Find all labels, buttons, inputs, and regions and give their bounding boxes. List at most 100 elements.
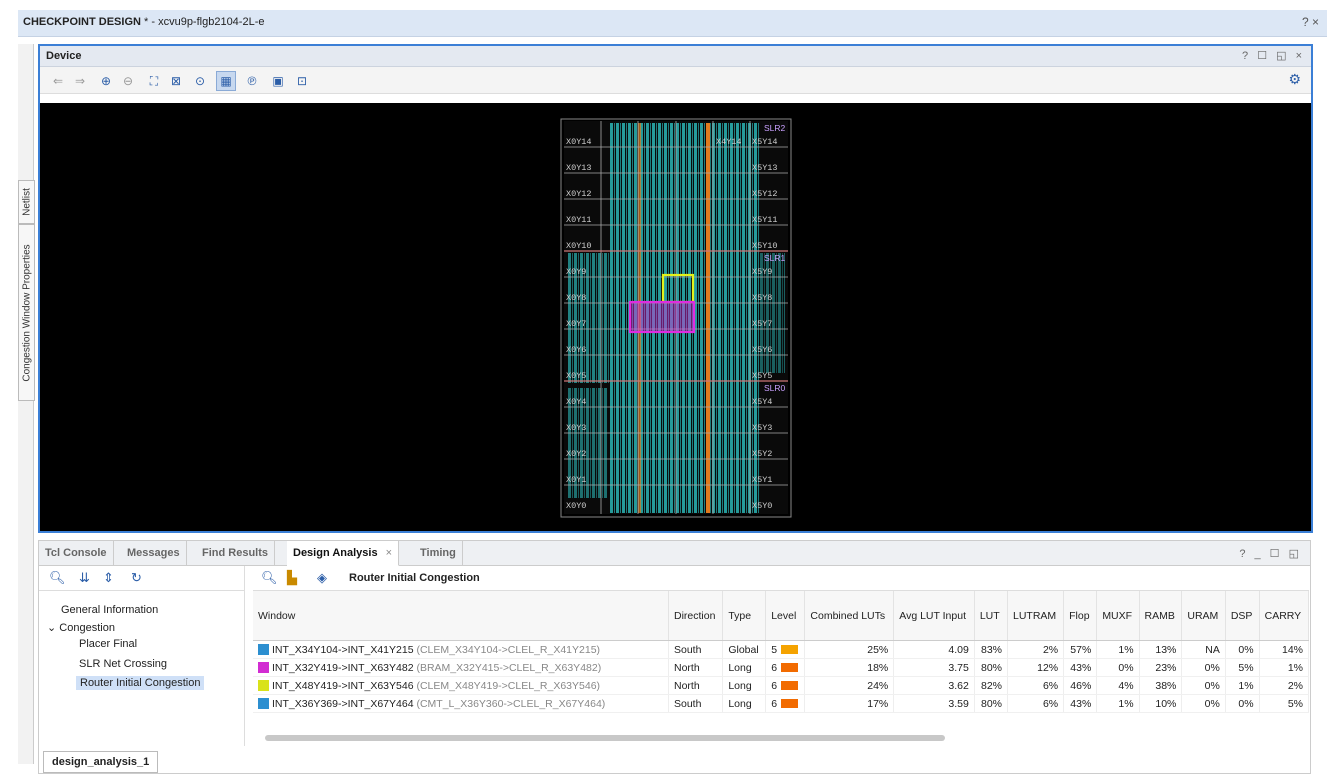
col-combined-luts[interactable]: Combined LUTs xyxy=(804,591,895,641)
device-header: Device ? ☐ ◱ × xyxy=(40,46,1311,67)
svg-text:X0Y10: X0Y10 xyxy=(566,241,592,251)
bottom-window-controls[interactable]: ? _ ☐ ◱ xyxy=(1239,548,1302,560)
svg-text:X5Y4: X5Y4 xyxy=(752,397,772,407)
slr-labels: SLR2 SLR1 SLR0 xyxy=(764,123,786,393)
side-tab-netlist[interactable]: Netlist xyxy=(18,180,35,224)
level-swatch xyxy=(781,662,799,672)
svg-text:X5Y11: X5Y11 xyxy=(752,215,778,225)
svg-text:X0Y14: X0Y14 xyxy=(566,137,592,147)
device-canvas[interactable]: X0Y14 X0Y13 X0Y12 X0Y11 X0Y10 X0Y9 X0Y8 … xyxy=(40,103,1311,531)
svg-text:X0Y0: X0Y0 xyxy=(566,501,586,511)
zoom-fit-icon[interactable]: ⛶ xyxy=(149,74,159,88)
svg-text:X5Y10: X5Y10 xyxy=(752,241,778,251)
col-lut[interactable]: LUT xyxy=(974,591,1009,641)
device-panel: Device ? ☐ ◱ × ⇐ ⇒ ⊕ ⊖ ⛶ ⊠ ⊙ ▦ ℗ ▣ ⊡ ⚙ xyxy=(38,44,1313,533)
collapse-all-icon[interactable]: ⇊ xyxy=(79,570,90,585)
report-title: Router Initial Congestion xyxy=(349,572,480,584)
table-row[interactable]: INT_X34Y104->INT_X41Y215 (CLEM_X34Y104->… xyxy=(253,640,1310,659)
window-cell: INT_X48Y419->INT_X63Y546 (CLEM_X48Y419->… xyxy=(253,676,669,695)
pblock-icon[interactable]: ℗ xyxy=(247,74,257,88)
svg-text:X5Y14: X5Y14 xyxy=(752,137,778,147)
col-window[interactable]: Window xyxy=(253,591,669,641)
scrollbar-thumb[interactable] xyxy=(265,735,945,741)
device-window-controls[interactable]: ? ☐ ◱ × xyxy=(1242,50,1305,62)
select-area-icon[interactable]: ▣ xyxy=(272,74,284,88)
refresh-icon[interactable]: ↻ xyxy=(131,570,142,585)
col-flop[interactable]: Flop xyxy=(1063,591,1098,641)
col-dsp[interactable]: DSP xyxy=(1225,591,1260,641)
col-level[interactable]: Level xyxy=(765,591,806,641)
back-arrow-icon[interactable]: ⇐ xyxy=(52,74,64,88)
congestion-report-pane: 🔍︎ ▙ ◈ Router Initial Congestion Window … xyxy=(253,566,1310,746)
col-direction[interactable]: Direction xyxy=(668,591,724,641)
window-cell: INT_X32Y419->INT_X63Y482 (BRAM_X32Y415->… xyxy=(253,658,669,677)
settings-gear-icon[interactable]: ⚙ xyxy=(1288,71,1301,87)
device-outline xyxy=(560,118,792,518)
svg-text:X0Y6: X0Y6 xyxy=(566,345,586,355)
congestion-table: Window Direction Type Level Combined LUT… xyxy=(253,591,1310,713)
col-ramb[interactable]: RAMB xyxy=(1139,591,1183,641)
col-avg-lut-input[interactable]: Avg LUT Input xyxy=(893,591,975,641)
tab-find-results[interactable]: Find Results xyxy=(196,541,276,565)
svg-text:X0Y13: X0Y13 xyxy=(566,163,592,173)
analysis-tree-pane: 🔍︎ ⇊ ⇕ ↻ General Information ⌄ Congestio… xyxy=(39,566,245,746)
window-cell: INT_X34Y104->INT_X41Y215 (CLEM_X34Y104->… xyxy=(253,640,669,659)
grid-icon xyxy=(258,679,269,691)
table-row[interactable]: INT_X36Y369->INT_X67Y464 (CMT_L_X36Y360-… xyxy=(253,694,1310,713)
orange-column xyxy=(706,123,710,513)
tree-item-slr-net-crossing[interactable]: SLR Net Crossing xyxy=(79,658,168,670)
select-marker-icon[interactable]: ◈ xyxy=(317,570,327,585)
device-toolbar: ⇐ ⇒ ⊕ ⊖ ⛶ ⊠ ⊙ ▦ ℗ ▣ ⊡ ⚙ xyxy=(40,67,1311,94)
table-row[interactable]: INT_X48Y419->INT_X63Y546 (CLEM_X48Y419->… xyxy=(253,676,1310,695)
svg-text:X5Y8: X5Y8 xyxy=(752,293,772,303)
horizontal-scrollbar[interactable] xyxy=(253,731,1309,745)
tree-toolbar: 🔍︎ ⇊ ⇕ ↻ xyxy=(39,566,244,591)
draw-pblock-icon[interactable]: ⊡ xyxy=(296,74,308,88)
svg-text:X0Y3: X0Y3 xyxy=(566,423,586,433)
tree-item-general-info[interactable]: General Information xyxy=(61,604,159,616)
routing-resources-icon[interactable]: ▦ xyxy=(216,71,236,91)
forward-arrow-icon[interactable]: ⇒ xyxy=(74,74,86,88)
zoom-selection-icon[interactable]: ⊠ xyxy=(170,74,182,88)
tab-tcl-console[interactable]: Tcl Console xyxy=(39,541,114,565)
tab-messages[interactable]: Messages xyxy=(121,541,187,565)
clock-region-labels: X0Y14 X0Y13 X0Y12 X0Y11 X0Y10 X0Y9 X0Y8 … xyxy=(566,137,778,511)
table-row[interactable]: INT_X32Y419->INT_X63Y482 (BRAM_X32Y415->… xyxy=(253,658,1310,677)
col-uram[interactable]: URAM xyxy=(1181,591,1226,641)
search-icon[interactable]: 🔍︎ xyxy=(261,570,278,585)
zoom-out-icon[interactable]: ⊖ xyxy=(122,74,134,88)
window-controls[interactable]: ? × xyxy=(1301,15,1319,29)
grid-icon xyxy=(258,643,269,655)
highlight-icon[interactable]: ▙ xyxy=(287,570,297,585)
tree-item-placer-final[interactable]: Placer Final xyxy=(79,638,138,650)
tree-item-router-initial-congestion[interactable]: Router Initial Congestion xyxy=(76,676,205,690)
zoom-in-icon[interactable]: ⊕ xyxy=(100,74,112,88)
tree-item-congestion[interactable]: ⌄ Congestion xyxy=(47,622,115,634)
side-tab-strip: Netlist Congestion Window Properties xyxy=(18,44,35,764)
col-muxf[interactable]: MUXF xyxy=(1096,591,1140,641)
level-swatch xyxy=(781,680,799,690)
svg-text:X0Y9: X0Y9 xyxy=(566,267,586,277)
col-type[interactable]: Type xyxy=(722,591,767,641)
chevron-down-icon[interactable]: ⌄ xyxy=(47,622,60,634)
side-tab-congestion-properties[interactable]: Congestion Window Properties xyxy=(18,224,35,401)
bottom-tab-bar: Tcl Console Messages Find Results Design… xyxy=(39,541,1310,566)
level-swatch xyxy=(781,644,799,654)
tab-timing[interactable]: Timing xyxy=(414,541,463,565)
window-title: CHECKPOINT DESIGN * - xcvu9p-flgb2104-2L… xyxy=(23,16,265,28)
svg-text:X0Y1: X0Y1 xyxy=(566,475,586,485)
search-icon[interactable]: 🔍︎ xyxy=(49,570,66,585)
tab-design-analysis[interactable]: Design Analysis × xyxy=(287,541,400,566)
level-swatch xyxy=(781,698,799,708)
svg-text:X5Y6: X5Y6 xyxy=(752,345,772,355)
expand-all-icon[interactable]: ⇕ xyxy=(103,570,114,585)
window-cell: INT_X36Y369->INT_X67Y464 (CMT_L_X36Y360-… xyxy=(253,694,669,713)
col-carry[interactable]: CARRY xyxy=(1259,591,1310,641)
tab-close-icon[interactable]: × xyxy=(385,547,393,559)
col-lutram[interactable]: LUTRAM xyxy=(1007,591,1065,641)
bottom-panel: Tcl Console Messages Find Results Design… xyxy=(38,540,1311,774)
grid-icon xyxy=(258,661,269,673)
autofit-icon[interactable]: ⊙ xyxy=(194,74,206,88)
svg-text:X4Y14: X4Y14 xyxy=(716,137,742,147)
results-tab-design-analysis-1[interactable]: design_analysis_1 xyxy=(43,751,159,773)
